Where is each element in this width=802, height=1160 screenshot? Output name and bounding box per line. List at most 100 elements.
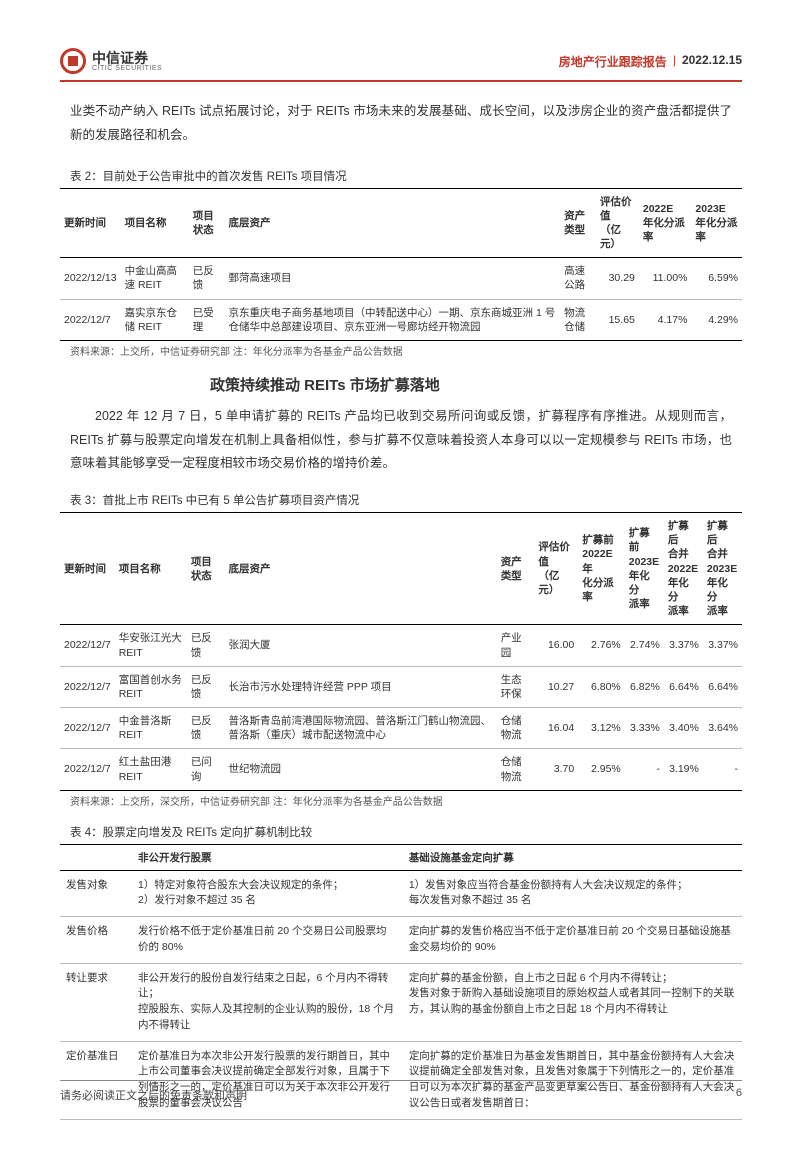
table-row: 转让要求非公开发行的股份自发行结束之日起，6 个月内不得转让；控股股东、实际人及… xyxy=(60,963,742,1041)
table-cell: 6.82% xyxy=(625,666,664,707)
table4-caption: 表 4：股票定向增发及 REITs 定向扩募机制比较 xyxy=(70,824,742,840)
table-cell: 富国首创水务 REIT xyxy=(115,666,187,707)
table-cell: 华安张江光大 REIT xyxy=(115,625,187,666)
table-cell: 6.80% xyxy=(578,666,625,707)
table-cell: 发售价格 xyxy=(60,917,132,964)
table-cell: 已反馈 xyxy=(187,625,225,666)
table-cell: 1）发售对象应当符合基金份额持有人大会决议规定的条件；每次发售对象不超过 35 … xyxy=(403,870,742,917)
table-cell: 物流仓储 xyxy=(560,299,596,340)
intro-paragraph: 业类不动产纳入 REITs 试点拓展讨论，对于 REITs 市场未来的发展基础、… xyxy=(70,100,732,148)
table-cell: 2.76% xyxy=(578,625,625,666)
table2-col-header: 项目名称 xyxy=(121,188,189,258)
table-cell: 红土盐田港 REIT xyxy=(115,749,187,790)
table-row: 2022/12/7嘉实京东仓储 REIT已受理京东重庆电子商务基地项目（中转配送… xyxy=(60,299,742,340)
table-cell: 转让要求 xyxy=(60,963,132,1041)
table-cell: 2022/12/7 xyxy=(60,666,115,707)
table-cell: 30.29 xyxy=(596,258,639,299)
table-cell: 已受理 xyxy=(189,299,225,340)
table2-col-header: 更新时间 xyxy=(60,188,121,258)
header-separator: | xyxy=(673,53,676,70)
table4-col-header: 非公开发行股票 xyxy=(132,844,403,870)
table-cell: 2022/12/7 xyxy=(60,299,121,340)
table-row: 发售对象1）特定对象符合股东大会决议规定的条件；2）发行对象不超过 35 名1）… xyxy=(60,870,742,917)
table-cell: 仓储物流 xyxy=(497,749,535,790)
table-cell: 张润大厦 xyxy=(225,625,497,666)
table-cell: 3.12% xyxy=(578,708,625,749)
table-cell: 长治市污水处理特许经营 PPP 项目 xyxy=(225,666,497,707)
table3-col-header: 项目状态 xyxy=(187,513,225,625)
table2: 更新时间项目名称项目状态底层资产资产类型评估价值（亿元）2022E年化分派率20… xyxy=(60,188,742,341)
table-cell: 3.64% xyxy=(703,708,742,749)
brand-logo: 中信证券 CITIC SECURITIES xyxy=(60,48,162,74)
table-cell: 3.33% xyxy=(625,708,664,749)
table4-col-header xyxy=(60,844,132,870)
table-cell: 中金山高高速 REIT xyxy=(121,258,189,299)
brand-name-en: CITIC SECURITIES xyxy=(92,65,162,72)
table-cell: 10.27 xyxy=(534,666,578,707)
table-cell: 3.40% xyxy=(664,708,703,749)
table3-col-header: 更新时间 xyxy=(60,513,115,625)
table-cell: 非公开发行的股份自发行结束之日起，6 个月内不得转让；控股股东、实际人及其控制的… xyxy=(132,963,403,1041)
table-cell: 2022/12/7 xyxy=(60,749,115,790)
table-cell: 3.37% xyxy=(703,625,742,666)
table-cell: 16.04 xyxy=(534,708,578,749)
table-cell: 鄄菏高速项目 xyxy=(225,258,561,299)
table-cell: 高速公路 xyxy=(560,258,596,299)
table-cell: 4.17% xyxy=(639,299,692,340)
table-cell: 嘉实京东仓储 REIT xyxy=(121,299,189,340)
table4: 非公开发行股票基础设施基金定向扩募 发售对象1）特定对象符合股东大会决议规定的条… xyxy=(60,844,742,1120)
table-row: 2022/12/7红土盐田港 REIT已问询世纪物流园仓储物流3.702.95%… xyxy=(60,749,742,790)
brand-name-cn: 中信证券 xyxy=(92,51,162,65)
table-cell: - xyxy=(703,749,742,790)
table-cell: 产业园 xyxy=(497,625,535,666)
table-cell: 京东重庆电子商务基地项目（中转配送中心）一期、京东商城亚洲 1 号仓储华中总部建… xyxy=(225,299,561,340)
table-row: 2022/12/7富国首创水务 REIT已反馈长治市污水处理特许经营 PPP 项… xyxy=(60,666,742,707)
table-row: 2022/12/7华安张江光大 REIT已反馈张润大厦产业园16.002.76%… xyxy=(60,625,742,666)
table-cell: 6.64% xyxy=(664,666,703,707)
table3-col-header: 扩募前2022E 年化分派率 xyxy=(578,513,625,625)
table-cell: 3.37% xyxy=(664,625,703,666)
section-paragraph: 2022 年 12 月 7 日，5 单申请扩募的 REITs 产品均已收到交易所… xyxy=(70,405,732,476)
table-cell: 1）特定对象符合股东大会决议规定的条件；2）发行对象不超过 35 名 xyxy=(132,870,403,917)
table-cell: 2022/12/13 xyxy=(60,258,121,299)
report-type: 房地产行业跟踪报告 xyxy=(559,53,667,70)
table-cell: 发行价格不低于定价基准日前 20 个交易日公司股票均价的 80% xyxy=(132,917,403,964)
table3-source: 资料来源：上交所，深交所，中信证券研究部 注：年化分派率为各基金产品公告数据 xyxy=(70,793,742,808)
table3-col-header: 扩募前2023E年化分派率 xyxy=(625,513,664,625)
table3-col-header: 扩募后合并2023E年化分派率 xyxy=(703,513,742,625)
table3-col-header: 评估价值（亿元） xyxy=(534,513,578,625)
table-cell: 15.65 xyxy=(596,299,639,340)
table3-caption: 表 3：首批上市 REITs 中已有 5 单公告扩募项目资产情况 xyxy=(70,492,742,508)
table-cell: 2.95% xyxy=(578,749,625,790)
table-cell: 生态环保 xyxy=(497,666,535,707)
table-cell: 2022/12/7 xyxy=(60,625,115,666)
table2-caption: 表 2：目前处于公告审批中的首次发售 REITs 项目情况 xyxy=(70,168,742,184)
table-cell: 4.29% xyxy=(691,299,742,340)
table-cell: 3.19% xyxy=(664,749,703,790)
table3-col-header: 扩募后合并2022E年化分派率 xyxy=(664,513,703,625)
footer-page-number: 6 xyxy=(736,1087,742,1103)
table-cell: 发售对象 xyxy=(60,870,132,917)
table-cell: 6.64% xyxy=(703,666,742,707)
table4-col-header: 基础设施基金定向扩募 xyxy=(403,844,742,870)
table-cell: 2.74% xyxy=(625,625,664,666)
table-cell: - xyxy=(625,749,664,790)
table2-col-header: 底层资产 xyxy=(225,188,561,258)
table2-col-header: 资产类型 xyxy=(560,188,596,258)
page-footer: 请务必阅读正文之后的免责条款和声明 6 xyxy=(60,1080,742,1103)
table-cell: 6.59% xyxy=(691,258,742,299)
header-meta: 房地产行业跟踪报告 | 2022.12.15 xyxy=(559,53,742,70)
table3: 更新时间项目名称项目状态底层资产资产类型评估价值（亿元）扩募前2022E 年化分… xyxy=(60,512,742,791)
table3-col-header: 项目名称 xyxy=(115,513,187,625)
footer-disclaimer: 请务必阅读正文之后的免责条款和声明 xyxy=(60,1087,247,1103)
report-date: 2022.12.15 xyxy=(682,53,742,70)
logo-icon xyxy=(60,48,86,74)
table-cell: 定向扩募的发售价格应当不低于定价基准日前 20 个交易日基础设施基金交易均价的 … xyxy=(403,917,742,964)
table2-col-header: 评估价值（亿元） xyxy=(596,188,639,258)
table-cell: 2022/12/7 xyxy=(60,708,115,749)
table-cell: 仓储物流 xyxy=(497,708,535,749)
table2-col-header: 项目状态 xyxy=(189,188,225,258)
table-cell: 已问询 xyxy=(187,749,225,790)
table-row: 2022/12/13中金山高高速 REIT已反馈鄄菏高速项目高速公路30.291… xyxy=(60,258,742,299)
section-title: 政策持续推动 REITs 市场扩募落地 xyxy=(210,374,742,395)
